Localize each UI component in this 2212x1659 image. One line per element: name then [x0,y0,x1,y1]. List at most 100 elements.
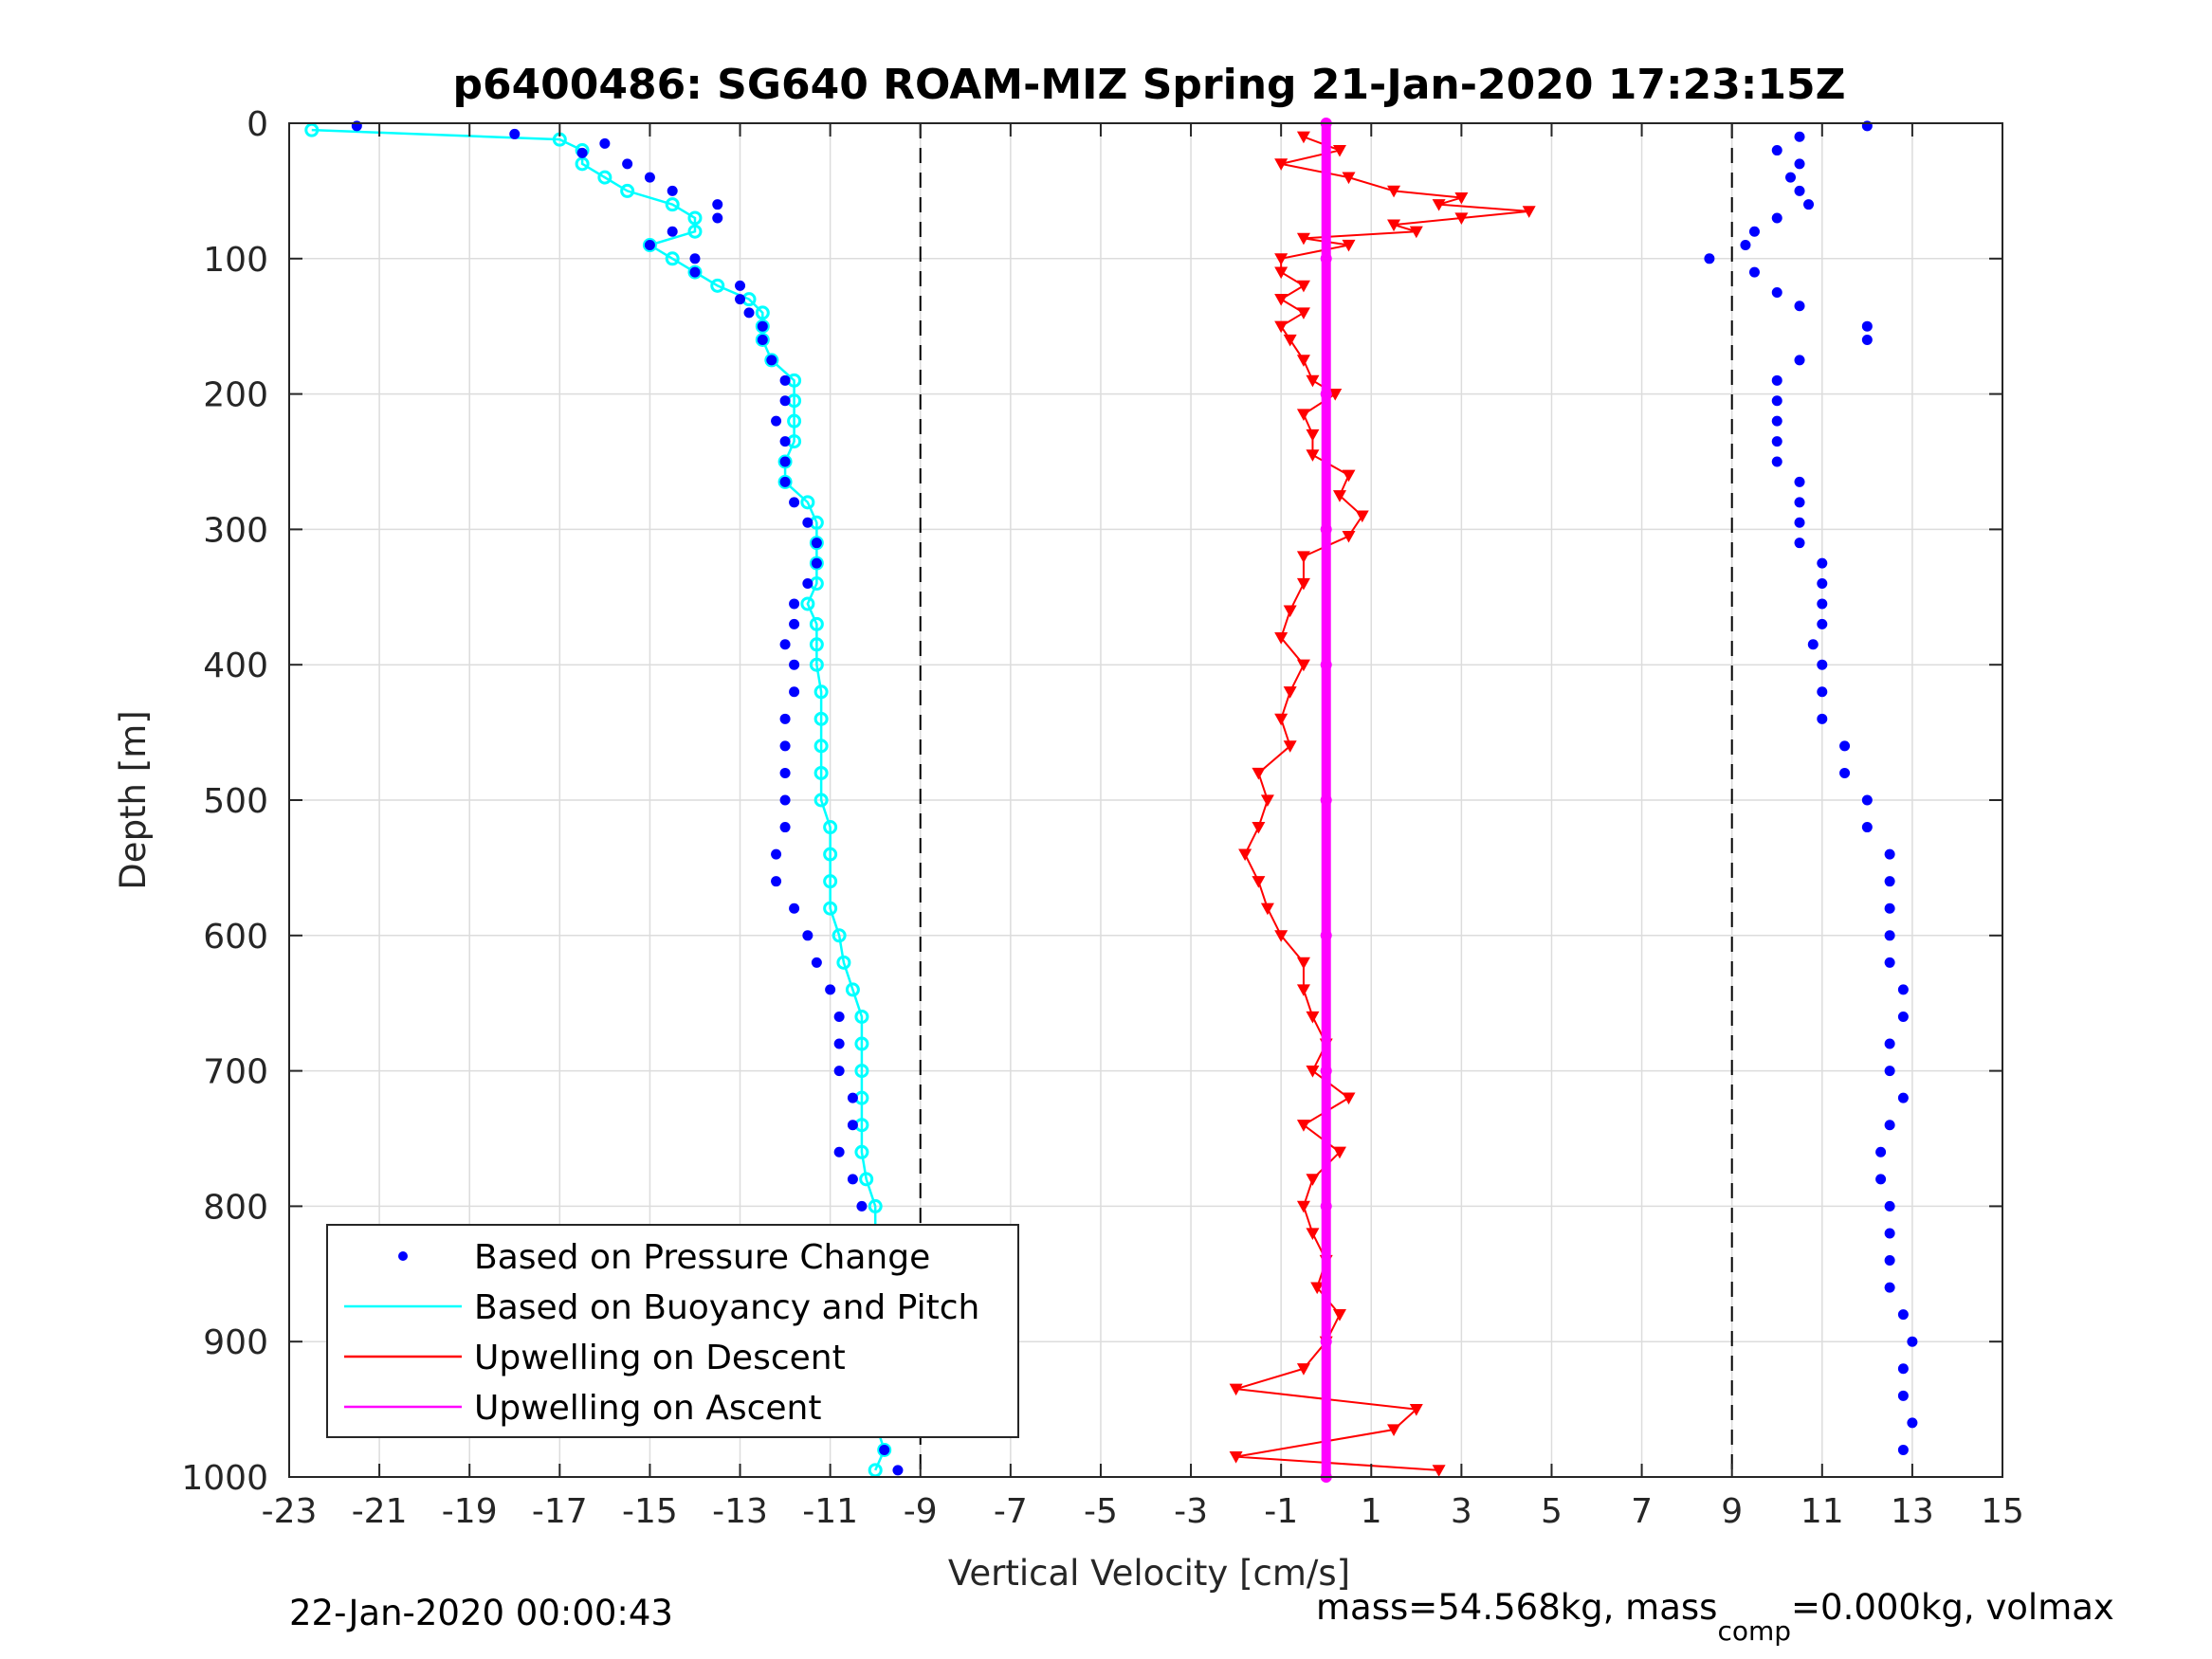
buoyancy-point [854,1144,869,1159]
buoyancy-point [755,332,770,347]
legend: Based on Pressure Change Based on Buoyanc… [326,1224,1019,1438]
upwelling-descent-point [1283,686,1297,699]
buoyancy-point [854,1036,869,1051]
upwelling-descent-point [1306,374,1320,388]
buoyancy-point [868,1198,883,1213]
buoyancy-point [620,183,635,198]
pressure-point-ascent [1884,930,1895,941]
legend-entry-label: Based on Pressure Change [474,1238,930,1277]
pressure-point-ascent [1817,598,1828,610]
upwelling-descent-point [1252,767,1266,780]
x-tick-label: -17 [532,1492,588,1531]
buoyancy-point [710,278,725,293]
pressure-point-descent [771,848,782,860]
upwelling-descent-point [1387,1424,1401,1437]
pressure-point-descent [771,876,782,887]
pressure-point-ascent [1807,639,1819,650]
pressure-point-descent [735,294,746,305]
x-tick-label: -11 [802,1492,858,1531]
upwelling-descent-point [1296,1120,1310,1132]
upwelling-descent-point [1296,409,1310,422]
pressure-point-ascent [1771,287,1782,298]
pressure-point-descent [802,930,814,941]
upwelling-descent-point [1432,199,1446,211]
pressure-point-ascent [1861,334,1873,345]
upwelling-descent-point [1387,185,1401,198]
upwelling-descent-point [1306,449,1320,462]
x-tick-label: -7 [994,1492,1028,1531]
buoyancy-point [809,556,824,571]
upwelling-descent-point [1522,206,1536,218]
upwelling-descent-point [1274,253,1289,265]
pressure-point-ascent [1875,1146,1887,1158]
pressure-point-descent [892,1465,904,1476]
pressure-point-descent [766,355,777,366]
buoyancy-point [868,1463,883,1478]
buoyancy-point [665,251,680,266]
upwelling-descent-point [1342,239,1356,252]
pressure-point-descent [789,497,800,508]
buoyancy-point [859,1172,874,1187]
pressure-point-ascent [1884,1200,1895,1212]
footer-mass-main: mass=54.568kg, mass [1316,1587,1717,1628]
pressure-point-ascent [1897,1444,1909,1455]
pressure-point-ascent [1897,1363,1909,1375]
pressure-point-descent [712,199,723,210]
buoyancy-point [764,353,779,368]
pressure-point-ascent [1794,517,1805,528]
pressure-point-descent [802,578,814,590]
y-axis-label: Depth [m] [113,710,154,889]
buoyancy-point [597,170,612,185]
upwelling-ascent-point [1320,1336,1332,1348]
pressure-point-ascent [1861,320,1873,332]
pressure-point-ascent [1704,253,1715,264]
x-tick-label: -21 [352,1492,408,1531]
pressure-point-descent [779,794,791,806]
pressure-point-ascent [1817,659,1828,670]
footer-mass-rest: =0.000kg, volmax [1791,1587,2114,1628]
upwelling-descent-point [1306,1228,1320,1240]
upwelling-descent-point [1332,144,1346,157]
pressure-point-ascent [1794,301,1805,312]
upwelling-descent-point [1342,172,1356,185]
upwelling-descent-point [1454,191,1469,205]
pressure-point-descent [811,538,822,549]
buoyancy-point [304,122,320,137]
upwelling-descent-point [1283,740,1297,753]
x-tick-label: -9 [904,1492,938,1531]
footer-timestamp: 22-Jan-2020 00:00:43 [289,1593,673,1633]
pressure-point-ascent [1875,1174,1887,1185]
pressure-point-ascent [1785,172,1797,183]
upwelling-descent-point [1274,294,1289,306]
pressure-point-descent [789,686,800,698]
upwelling-ascent-point [1320,659,1332,671]
upwelling-descent-point [1342,469,1356,483]
upwelling-descent-point [1342,1092,1356,1105]
upwelling-descent-point [1229,1383,1243,1396]
pressure-point-descent [789,598,800,610]
upwelling-descent-point [1332,1146,1346,1159]
pressure-point-ascent [1897,1011,1909,1022]
buoyancy-point [854,1009,869,1024]
x-tick-label: 11 [1801,1492,1844,1531]
footer-mass-info: mass=54.568kg, masscomp=0.000kg, volmax [1316,1587,2114,1647]
upwelling-descent-point [1454,212,1469,225]
pressure-point-descent [779,639,791,650]
pressure-point-ascent [1884,902,1895,914]
upwelling-descent-point [1252,821,1266,834]
pressure-point-ascent [1884,1228,1895,1239]
pressure-point-ascent [1861,794,1873,806]
buoyancy-point [809,536,824,551]
upwelling-descent-point [1296,551,1310,563]
upwelling-descent-point [1296,577,1310,591]
pressure-point-ascent [1740,240,1751,251]
pressure-point-ascent [1748,226,1760,237]
pressure-point-ascent [1771,436,1782,447]
upwelling-descent-point [1296,280,1310,293]
upwelling-descent-point [1306,1174,1320,1186]
buoyancy-point [755,319,770,334]
pressure-point-descent [576,147,588,158]
buoyancy-point [823,901,838,916]
pressure-point-ascent [1771,395,1782,407]
